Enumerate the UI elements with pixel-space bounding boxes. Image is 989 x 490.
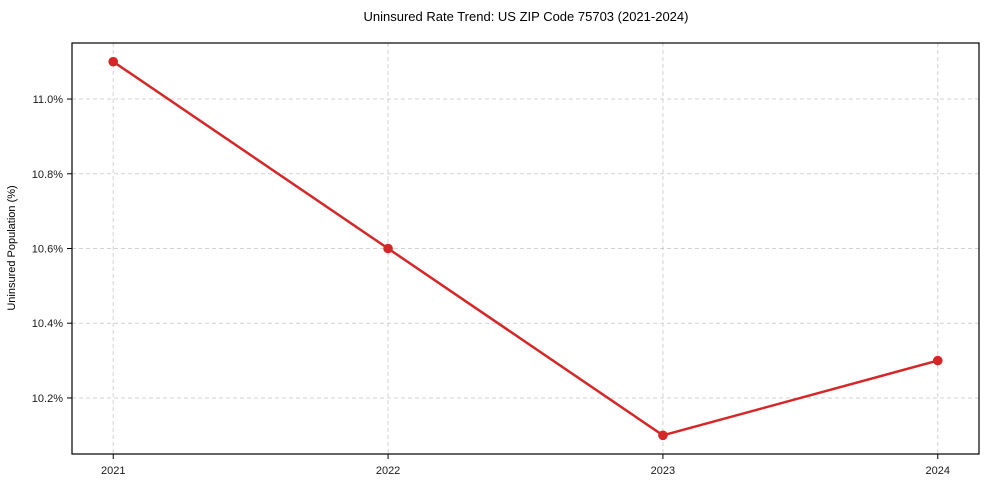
x-tick-label: 2023 xyxy=(651,465,675,477)
y-tick-label: 10.8% xyxy=(32,169,63,181)
x-tick-label: 2021 xyxy=(101,465,125,477)
y-tick-label: 10.2% xyxy=(32,393,63,405)
plot-frame xyxy=(71,42,980,455)
chart-title: Uninsured Rate Trend: US ZIP Code 75703 … xyxy=(364,9,689,24)
data-point-marker xyxy=(108,56,119,67)
y-tick-label: 10.6% xyxy=(32,244,63,256)
y-axis-label: Uninsured Population (%) xyxy=(6,185,18,310)
y-tick-label: 10.4% xyxy=(32,318,63,330)
chart-layers: 10.2% 10.4% 10.6% 10.8% 11.0% 2021 2022 2023 202… xyxy=(32,42,980,477)
data-point-marker xyxy=(383,243,393,254)
y-tick-label: 11.0% xyxy=(33,94,64,106)
data-point-marker xyxy=(658,430,668,441)
data-point-marker xyxy=(932,355,943,366)
x-tick-label: 2022 xyxy=(376,465,400,477)
series-line xyxy=(111,60,940,437)
x-tick-label: 2024 xyxy=(926,465,950,477)
